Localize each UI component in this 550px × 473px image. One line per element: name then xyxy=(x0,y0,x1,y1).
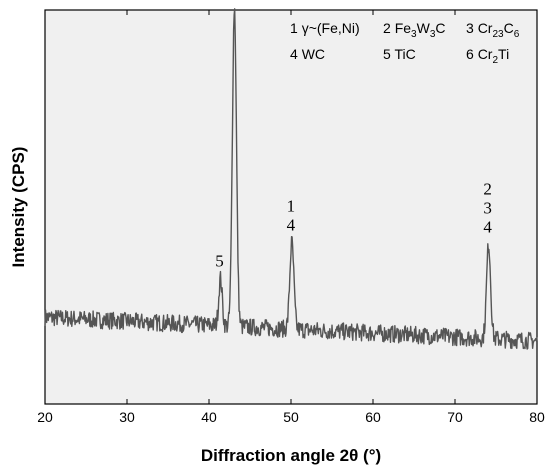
legend-text-part: γ~(Fe,Ni) xyxy=(302,20,360,36)
peak-annotations: 51614234 xyxy=(215,179,492,271)
legend-entry: 1 γ~(Fe,Ni) xyxy=(290,20,360,36)
legend-entry: 6 Cr2Ti xyxy=(466,46,509,66)
legend-entry: 2 Fe3W3C xyxy=(383,20,446,40)
legend-subscript: 3 xyxy=(411,29,417,40)
peak-label: 2 xyxy=(483,179,492,198)
x-tick-label: 60 xyxy=(365,409,381,425)
legend-text-part: C xyxy=(435,20,445,36)
x-tick-label: 40 xyxy=(201,409,217,425)
legend-subscript: 3 xyxy=(430,29,436,40)
legend-subscript: 2 xyxy=(492,55,498,66)
series-line xyxy=(44,8,538,350)
peak-label: 3 xyxy=(483,198,492,217)
legend-text-part: W xyxy=(417,20,431,36)
legend-entry: 4 WC xyxy=(290,46,325,62)
x-tick-label: 80 xyxy=(529,409,545,425)
legend-number: 2 xyxy=(383,20,395,36)
legend-entry: 5 TiC xyxy=(383,46,416,62)
series-group xyxy=(44,8,538,350)
y-axis-title: Intensity (CPS) xyxy=(9,147,28,268)
x-tick-label: 50 xyxy=(283,409,299,425)
legend-number: 4 xyxy=(290,46,302,62)
legend-text-part: TiC xyxy=(394,46,415,62)
peak-label: 1 xyxy=(287,197,296,216)
x-tick-label: 70 xyxy=(447,409,463,425)
legend-subscript: 6 xyxy=(514,29,520,40)
legend-subscript: 23 xyxy=(492,29,504,40)
legend-number: 6 xyxy=(466,46,478,62)
legend-text-part: Cr xyxy=(478,46,493,62)
peak-label: 5 xyxy=(215,252,224,271)
legend-number: 3 xyxy=(466,20,478,36)
legend-text-part: WC xyxy=(302,46,325,62)
legend-number: 1 xyxy=(290,20,302,36)
x-tick-label: 20 xyxy=(37,409,53,425)
legend-number: 5 xyxy=(383,46,394,62)
x-axis-title: Diffraction angle 2θ (°) xyxy=(201,446,381,465)
legend-text-part: Fe xyxy=(395,20,412,36)
peak-label: 4 xyxy=(483,217,492,236)
legend-text-part: Ti xyxy=(498,46,509,62)
x-ticks: 20 30 40 50 60 70 80 xyxy=(37,10,545,425)
legend-entry: 3 Cr23C6 xyxy=(466,20,520,40)
legend-text-part: Cr xyxy=(478,20,493,36)
x-tick-label: 30 xyxy=(119,409,135,425)
peak-label: 4 xyxy=(287,216,296,235)
legend-text-part: C xyxy=(504,20,514,36)
